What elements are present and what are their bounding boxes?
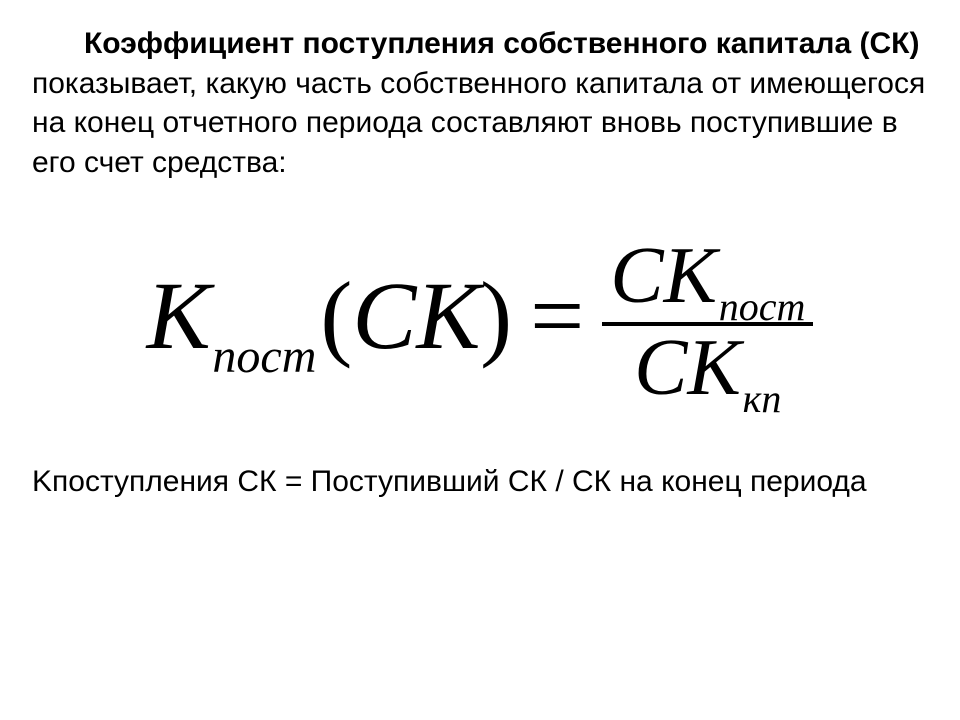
- formula: К пост ( СК ) = СК пост СК кп: [147, 230, 814, 402]
- num-SK: СК: [610, 236, 716, 316]
- fraction-denominator: СК кп: [626, 326, 789, 408]
- lhs-arg-SK: СК: [352, 268, 480, 364]
- lhs-sub-post: пост: [212, 333, 316, 381]
- den-sub-kp: кп: [743, 379, 782, 419]
- num-sub-post: пост: [719, 287, 806, 327]
- equals-sign: =: [530, 268, 584, 364]
- definition-term: Коэффициент поступления собственного кап…: [84, 27, 919, 60]
- slide: Коэффициент поступления собственного кап…: [0, 0, 960, 720]
- definition-paragraph: Коэффициент поступления собственного кап…: [32, 24, 928, 182]
- fraction: СК пост СК кп: [602, 236, 813, 408]
- definition-body: показывает, какую часть собственного кап…: [32, 67, 925, 179]
- fraction-numerator: СК пост: [602, 236, 813, 322]
- formula-container: К пост ( СК ) = СК пост СК кп: [32, 230, 928, 402]
- den-SK: СК: [634, 328, 740, 408]
- lhs-K: К: [147, 268, 211, 364]
- formula-lhs: К пост ( СК ): [147, 268, 512, 364]
- formula-explanation-line: Kпоступления СК = Поступивший СК / СК на…: [32, 462, 928, 501]
- lhs-paren-open: (: [320, 268, 352, 364]
- lhs-paren-close: ): [480, 268, 512, 364]
